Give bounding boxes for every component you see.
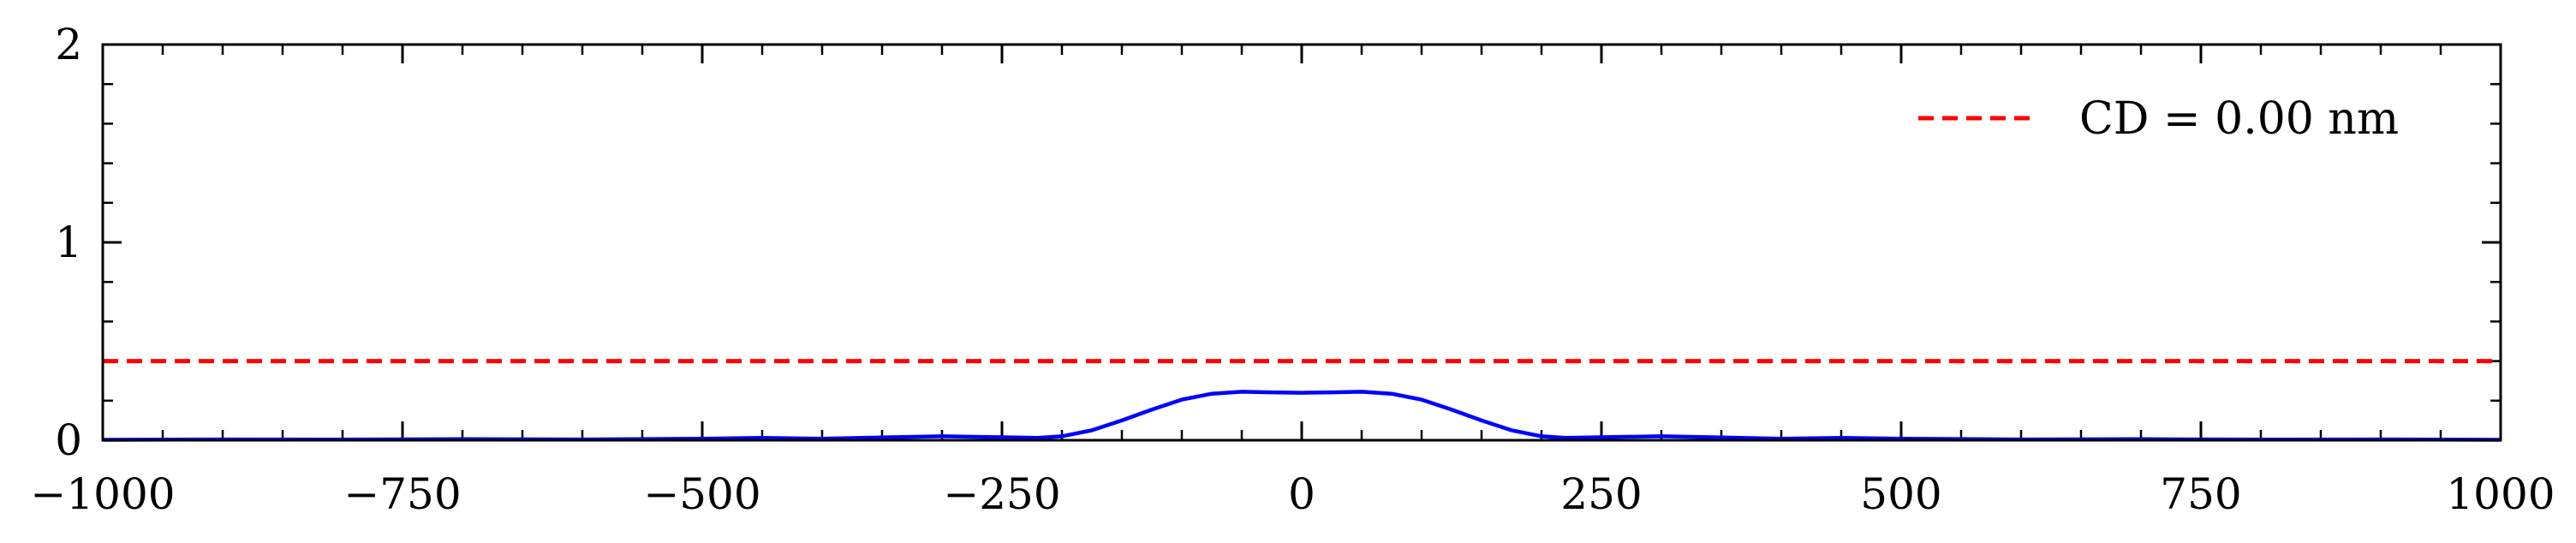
y-tick-label: 0 [55,415,82,465]
legend: CD = 0.00 nm [1918,93,2399,145]
y-tick-label: 1 [55,218,82,267]
x-tick-label: −500 [643,469,760,519]
x-tick-label: 500 [1860,469,1941,519]
legend-label-cd: CD = 0.00 nm [2079,93,2399,145]
axis-tick-labels: −1000 −750 −500 −250 0 250 500 750 1000 0 1 2 [30,20,2555,519]
plot-frame [101,43,2502,442]
y-tick-label: 2 [55,20,82,69]
x-tick-label: 750 [2160,469,2241,519]
x-tick-label: 1000 [2446,469,2555,519]
series-line-profile [102,390,2501,442]
x-tick-label: −1000 [30,469,175,519]
x-tick-label: 0 [1288,469,1315,519]
series-group [102,359,2501,442]
x-tick-label: −750 [343,469,461,519]
x-tick-label: −250 [943,469,1060,519]
x-tick-label: 250 [1560,469,1642,519]
